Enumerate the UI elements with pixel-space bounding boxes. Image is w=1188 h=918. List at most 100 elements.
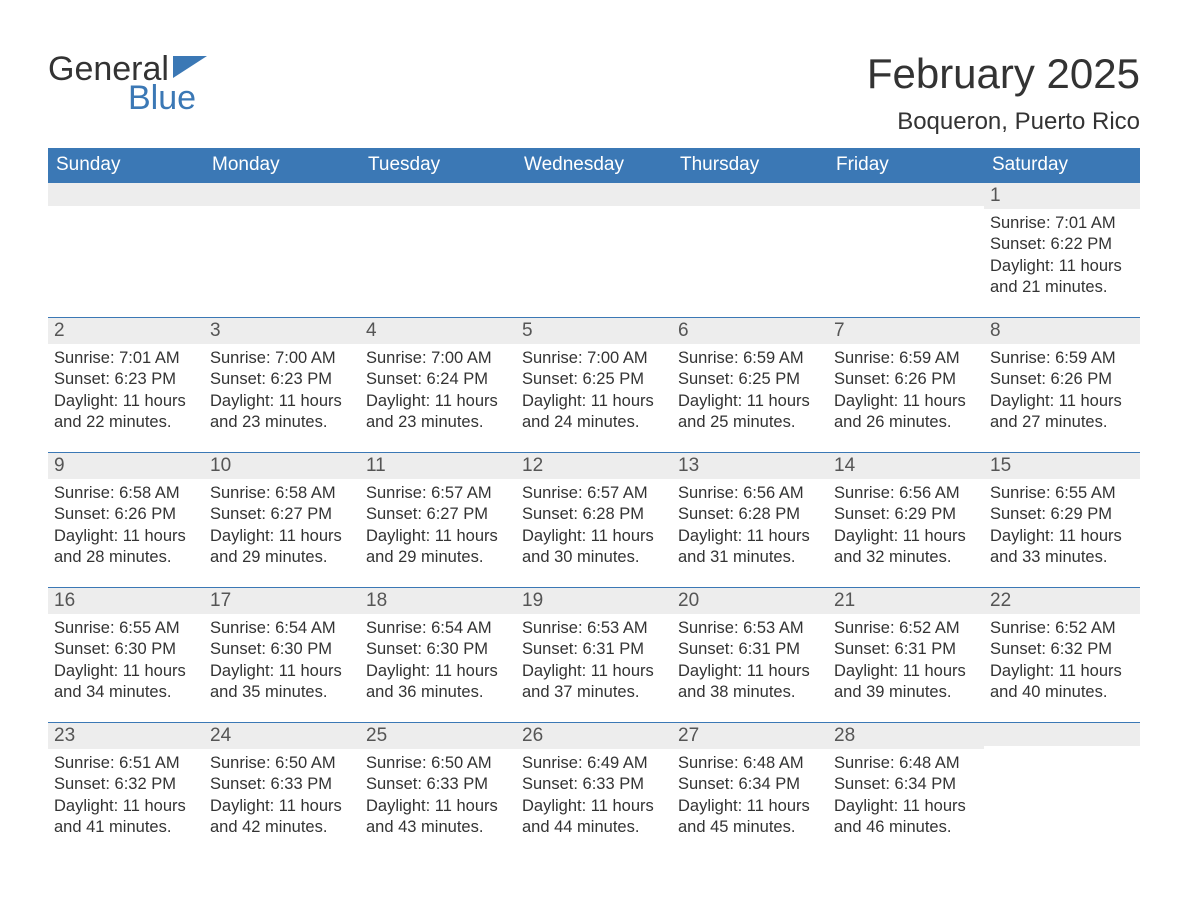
day-content: Sunrise: 6:55 AMSunset: 6:29 PMDaylight:… — [984, 479, 1140, 575]
day-number: 7 — [828, 318, 984, 344]
day-number: 19 — [516, 588, 672, 614]
day-number: 13 — [672, 453, 828, 479]
calendar-day-cell: 14Sunrise: 6:56 AMSunset: 6:29 PMDayligh… — [828, 452, 984, 587]
sunrise-line: Sunrise: 6:48 AM — [678, 753, 822, 774]
sunrise-line: Sunrise: 6:52 AM — [834, 618, 978, 639]
day-content: Sunrise: 6:59 AMSunset: 6:25 PMDaylight:… — [672, 344, 828, 440]
calendar-page: General Blue February 2025 Boqueron, Pue… — [0, 0, 1188, 887]
sunset-line: Sunset: 6:29 PM — [834, 504, 978, 525]
sunrise-line: Sunrise: 6:57 AM — [522, 483, 666, 504]
sunrise-line: Sunrise: 6:48 AM — [834, 753, 978, 774]
sunset-line: Sunset: 6:34 PM — [834, 774, 978, 795]
calendar-day-cell: 8Sunrise: 6:59 AMSunset: 6:26 PMDaylight… — [984, 317, 1140, 452]
daylight-line: Daylight: 11 hoursand 24 minutes. — [522, 391, 666, 434]
day-content: Sunrise: 6:55 AMSunset: 6:30 PMDaylight:… — [48, 614, 204, 710]
daylight-line: Daylight: 11 hoursand 29 minutes. — [210, 526, 354, 569]
sunset-line: Sunset: 6:27 PM — [210, 504, 354, 525]
sunrise-line: Sunrise: 6:54 AM — [366, 618, 510, 639]
calendar-week-row: 9Sunrise: 6:58 AMSunset: 6:26 PMDaylight… — [48, 452, 1140, 587]
sunrise-line: Sunrise: 6:59 AM — [678, 348, 822, 369]
sunrise-line: Sunrise: 6:50 AM — [210, 753, 354, 774]
sunset-line: Sunset: 6:32 PM — [54, 774, 198, 795]
sunrise-line: Sunrise: 6:59 AM — [990, 348, 1134, 369]
sunset-line: Sunset: 6:25 PM — [678, 369, 822, 390]
day-content: Sunrise: 6:58 AMSunset: 6:26 PMDaylight:… — [48, 479, 204, 575]
sunrise-line: Sunrise: 6:55 AM — [54, 618, 198, 639]
day-content: Sunrise: 6:48 AMSunset: 6:34 PMDaylight:… — [672, 749, 828, 845]
calendar-day-cell: . — [672, 182, 828, 317]
daylight-line: Daylight: 11 hoursand 26 minutes. — [834, 391, 978, 434]
day-content: Sunrise: 6:56 AMSunset: 6:29 PMDaylight:… — [828, 479, 984, 575]
sunrise-line: Sunrise: 7:00 AM — [366, 348, 510, 369]
day-number: 8 — [984, 318, 1140, 344]
sunrise-line: Sunrise: 6:50 AM — [366, 753, 510, 774]
calendar-day-cell: 6Sunrise: 6:59 AMSunset: 6:25 PMDaylight… — [672, 317, 828, 452]
daylight-line: Daylight: 11 hoursand 33 minutes. — [990, 526, 1134, 569]
calendar-day-cell: 4Sunrise: 7:00 AMSunset: 6:24 PMDaylight… — [360, 317, 516, 452]
day-number: 17 — [204, 588, 360, 614]
calendar-day-cell: 24Sunrise: 6:50 AMSunset: 6:33 PMDayligh… — [204, 722, 360, 857]
sunset-line: Sunset: 6:33 PM — [522, 774, 666, 795]
daylight-line: Daylight: 11 hoursand 23 minutes. — [210, 391, 354, 434]
sunrise-line: Sunrise: 6:55 AM — [990, 483, 1134, 504]
day-content: Sunrise: 6:58 AMSunset: 6:27 PMDaylight:… — [204, 479, 360, 575]
calendar-day-cell: 19Sunrise: 6:53 AMSunset: 6:31 PMDayligh… — [516, 587, 672, 722]
sunset-line: Sunset: 6:23 PM — [54, 369, 198, 390]
calendar-day-cell: 26Sunrise: 6:49 AMSunset: 6:33 PMDayligh… — [516, 722, 672, 857]
daylight-line: Daylight: 11 hoursand 41 minutes. — [54, 796, 198, 839]
daylight-line: Daylight: 11 hoursand 31 minutes. — [678, 526, 822, 569]
day-content: Sunrise: 6:48 AMSunset: 6:34 PMDaylight:… — [828, 749, 984, 845]
calendar-day-cell: 17Sunrise: 6:54 AMSunset: 6:30 PMDayligh… — [204, 587, 360, 722]
daylight-line: Daylight: 11 hoursand 40 minutes. — [990, 661, 1134, 704]
daylight-line: Daylight: 11 hoursand 21 minutes. — [990, 256, 1134, 299]
calendar-day-cell: 15Sunrise: 6:55 AMSunset: 6:29 PMDayligh… — [984, 452, 1140, 587]
sunrise-line: Sunrise: 6:51 AM — [54, 753, 198, 774]
day-number: 3 — [204, 318, 360, 344]
calendar-body: ......1Sunrise: 7:01 AMSunset: 6:22 PMDa… — [48, 182, 1140, 857]
daylight-line: Daylight: 11 hoursand 30 minutes. — [522, 526, 666, 569]
calendar-day-cell: . — [360, 182, 516, 317]
day-number: 2 — [48, 318, 204, 344]
sunset-line: Sunset: 6:22 PM — [990, 234, 1134, 255]
daylight-line: Daylight: 11 hoursand 28 minutes. — [54, 526, 198, 569]
sunrise-line: Sunrise: 6:53 AM — [678, 618, 822, 639]
sunrise-line: Sunrise: 7:00 AM — [522, 348, 666, 369]
page-header: General Blue February 2025 Boqueron, Pue… — [48, 50, 1140, 136]
day-number: 20 — [672, 588, 828, 614]
calendar-day-cell: 16Sunrise: 6:55 AMSunset: 6:30 PMDayligh… — [48, 587, 204, 722]
day-number: 15 — [984, 453, 1140, 479]
weekday-header: Wednesday — [516, 148, 672, 182]
title-block: February 2025 Boqueron, Puerto Rico — [867, 50, 1140, 136]
sunset-line: Sunset: 6:33 PM — [366, 774, 510, 795]
sunset-line: Sunset: 6:27 PM — [366, 504, 510, 525]
sunset-line: Sunset: 6:26 PM — [834, 369, 978, 390]
brand-logo: General Blue — [48, 50, 207, 118]
calendar-day-cell: . — [828, 182, 984, 317]
month-title: February 2025 — [867, 50, 1140, 98]
calendar-week-row: 23Sunrise: 6:51 AMSunset: 6:32 PMDayligh… — [48, 722, 1140, 857]
calendar-week-row: ......1Sunrise: 7:01 AMSunset: 6:22 PMDa… — [48, 182, 1140, 317]
day-number: 5 — [516, 318, 672, 344]
day-content: Sunrise: 6:54 AMSunset: 6:30 PMDaylight:… — [204, 614, 360, 710]
daylight-line: Daylight: 11 hoursand 36 minutes. — [366, 661, 510, 704]
daylight-line: Daylight: 11 hoursand 42 minutes. — [210, 796, 354, 839]
daylight-line: Daylight: 11 hoursand 27 minutes. — [990, 391, 1134, 434]
calendar-day-cell: 12Sunrise: 6:57 AMSunset: 6:28 PMDayligh… — [516, 452, 672, 587]
sunrise-line: Sunrise: 7:01 AM — [54, 348, 198, 369]
daylight-line: Daylight: 11 hoursand 44 minutes. — [522, 796, 666, 839]
daylight-line: Daylight: 11 hoursand 32 minutes. — [834, 526, 978, 569]
sunrise-line: Sunrise: 6:49 AM — [522, 753, 666, 774]
daylight-line: Daylight: 11 hoursand 35 minutes. — [210, 661, 354, 704]
day-number: 10 — [204, 453, 360, 479]
daylight-line: Daylight: 11 hoursand 25 minutes. — [678, 391, 822, 434]
sunrise-line: Sunrise: 6:58 AM — [210, 483, 354, 504]
calendar-day-cell: 2Sunrise: 7:01 AMSunset: 6:23 PMDaylight… — [48, 317, 204, 452]
daylight-line: Daylight: 11 hoursand 37 minutes. — [522, 661, 666, 704]
sunset-line: Sunset: 6:28 PM — [522, 504, 666, 525]
calendar-day-cell: . — [204, 182, 360, 317]
sunset-line: Sunset: 6:31 PM — [522, 639, 666, 660]
day-content: Sunrise: 6:57 AMSunset: 6:27 PMDaylight:… — [360, 479, 516, 575]
daylight-line: Daylight: 11 hoursand 29 minutes. — [366, 526, 510, 569]
day-content: Sunrise: 6:59 AMSunset: 6:26 PMDaylight:… — [984, 344, 1140, 440]
sunrise-line: Sunrise: 7:01 AM — [990, 213, 1134, 234]
